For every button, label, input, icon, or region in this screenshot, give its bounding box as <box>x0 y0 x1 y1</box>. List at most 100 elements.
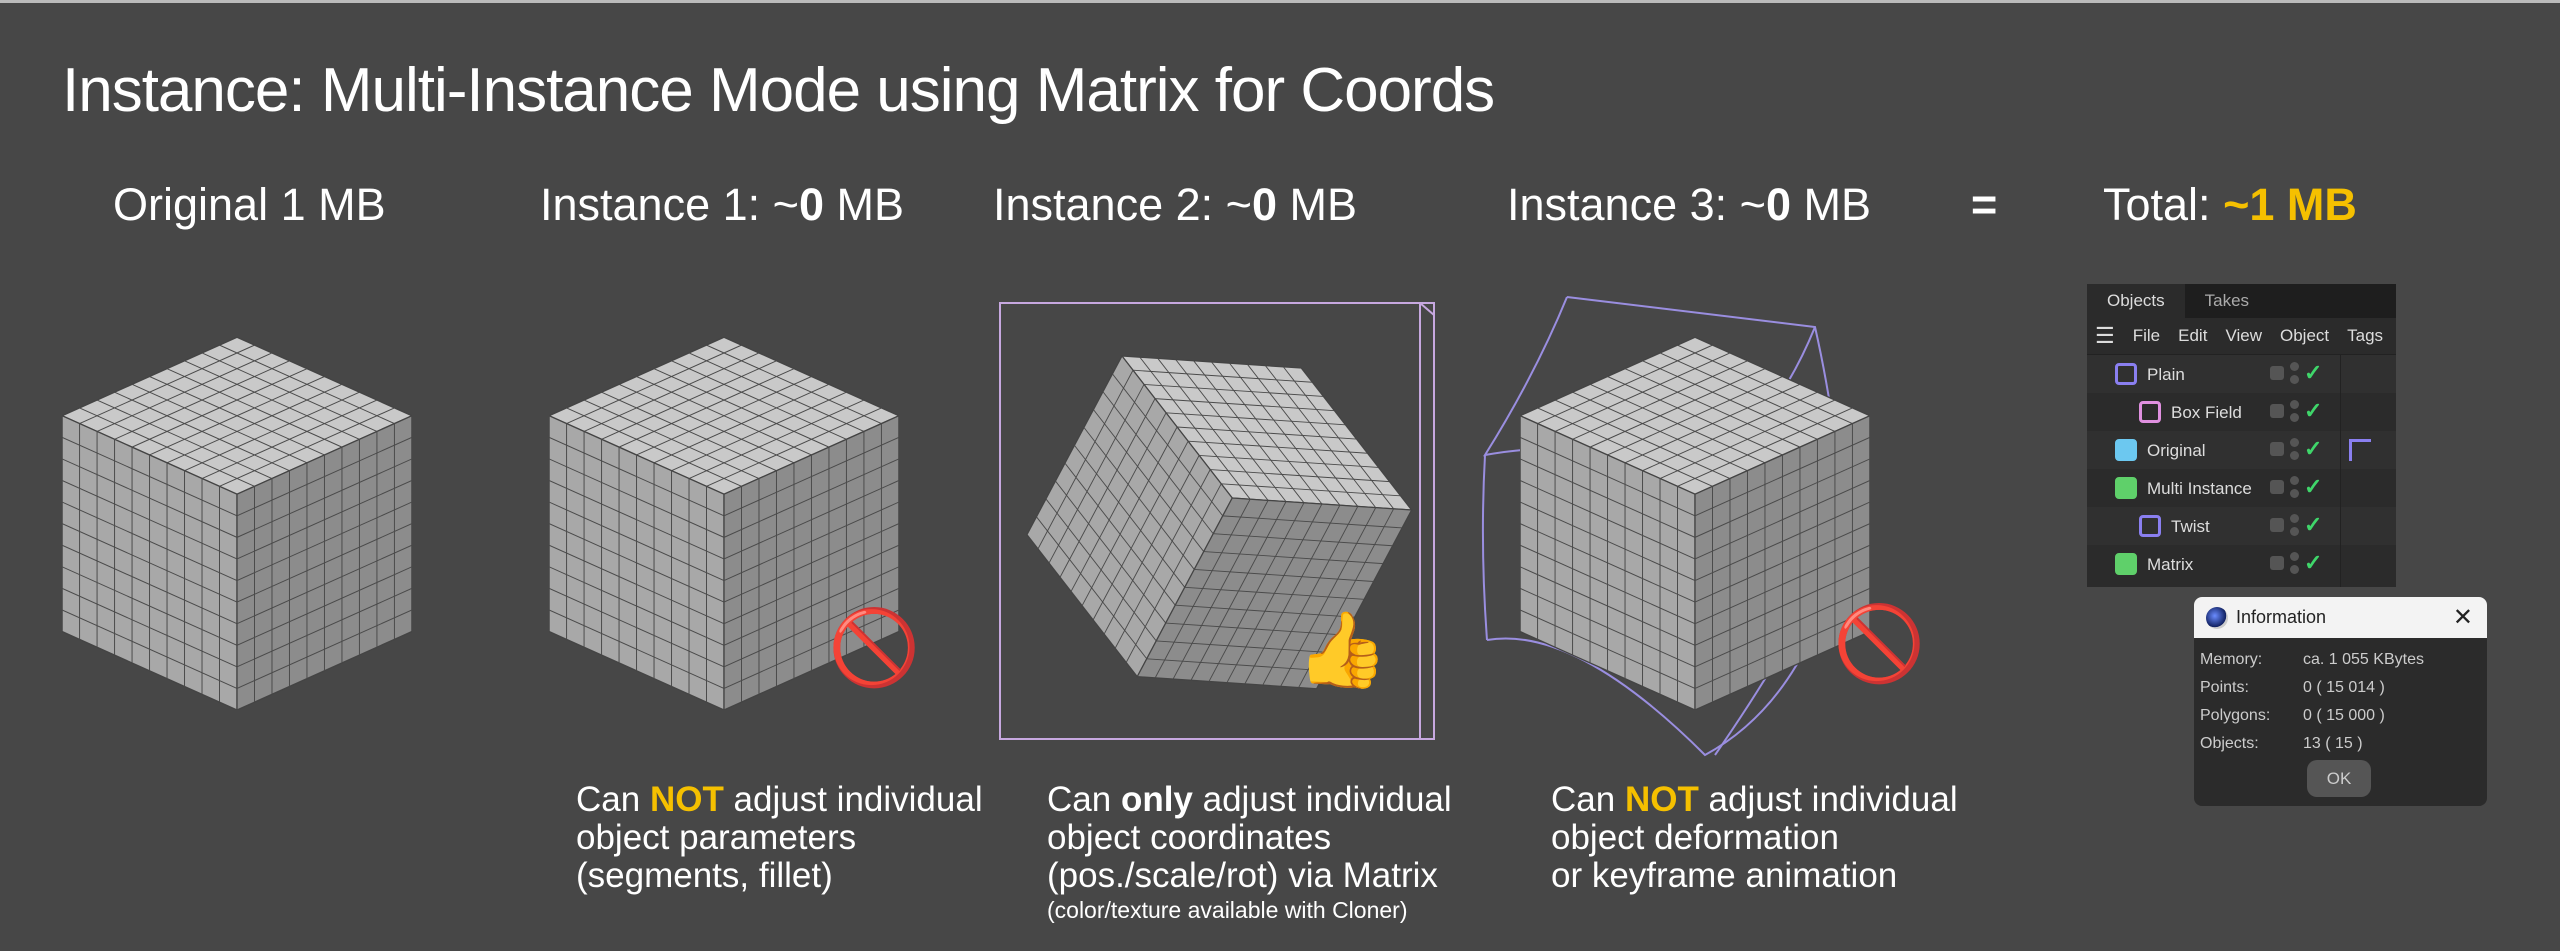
prohibited-icon: 🚫 <box>828 606 921 689</box>
caption-emphasis: NOT <box>1624 780 1699 819</box>
tab-objects[interactable]: Objects <box>2087 284 2185 318</box>
polygons-row: Polygons: 0 ( 15 000 ) <box>2194 702 2487 730</box>
editor-visibility-icon[interactable] <box>2270 556 2284 570</box>
grid-line <box>184 391 360 472</box>
total-value: ~1 MB <box>2223 179 2357 230</box>
grid-line <box>653 383 830 464</box>
grid-line <box>1175 604 1355 618</box>
render-visibility-dots-icon[interactable] <box>2290 400 2300 426</box>
object-row[interactable]: Matrix ✓ <box>2087 545 2396 583</box>
grid-line <box>601 391 777 472</box>
grid-line <box>114 391 290 472</box>
grid-line <box>1193 360 1305 504</box>
grid-line <box>1694 523 1870 603</box>
grid-line <box>62 544 238 625</box>
object-row[interactable]: Plain ✓ <box>2087 355 2396 393</box>
grid-line <box>1589 383 1766 464</box>
cube-icon <box>2115 439 2137 461</box>
grid-line <box>1607 376 1783 456</box>
grid-line <box>549 566 725 646</box>
enabled-check-icon[interactable]: ✓ <box>2304 512 2323 537</box>
thumbs-up-icon: 👍 <box>1296 608 1389 691</box>
dialog-title: Information <box>2236 607 2327 627</box>
menu-file[interactable]: File <box>2132 326 2161 345</box>
menu-tags[interactable]: Tags <box>2347 326 2384 345</box>
object-row[interactable]: Box Field ✓ <box>2087 393 2396 431</box>
grid-line <box>1139 356 1251 500</box>
matrix-icon <box>2115 553 2137 575</box>
enabled-check-icon[interactable]: ✓ <box>2304 436 2323 461</box>
render-visibility-dots-icon[interactable] <box>2290 476 2300 502</box>
label-text: Instance 2: ~ <box>993 179 1252 230</box>
equals-sign: = <box>1971 179 1998 230</box>
enabled-check-icon[interactable]: ✓ <box>2304 398 2323 423</box>
grid-line <box>1694 566 1870 646</box>
caption-instance-3: Can NOT adjust individual object deforma… <box>1551 781 1958 895</box>
object-name: Original <box>2147 441 2206 460</box>
object-name: Multi Instance <box>2147 479 2252 498</box>
editor-visibility-icon[interactable] <box>2270 442 2284 456</box>
grid-line <box>1677 407 1853 487</box>
caption-text: adjust individual <box>723 780 983 819</box>
render-visibility-dots-icon[interactable] <box>2290 514 2300 540</box>
caption-line: object deformation <box>1551 818 1839 857</box>
grid-line <box>1694 587 1870 668</box>
grid-line <box>236 587 412 668</box>
grid-line <box>688 399 865 479</box>
grid-line <box>1184 586 1365 600</box>
editor-visibility-icon[interactable] <box>2270 480 2284 494</box>
hamburger-menu-icon[interactable]: ☰ <box>2095 323 2115 348</box>
grid-line <box>1624 383 1801 464</box>
label-text: Total: <box>2103 179 2224 230</box>
grid-line <box>79 407 255 487</box>
menu-view[interactable]: View <box>2225 326 2262 345</box>
grid-line <box>1165 622 1346 636</box>
grid-line <box>62 587 238 668</box>
grid-line <box>723 566 899 646</box>
object-row[interactable]: Original ✓ <box>2087 431 2396 469</box>
render-visibility-dots-icon[interactable] <box>2290 362 2300 388</box>
grid-line <box>1045 498 1157 642</box>
polygons-value: 0 ( 15 000 ) <box>2303 707 2385 724</box>
tab-takes[interactable]: Takes <box>2204 291 2250 310</box>
grid-line <box>236 544 412 625</box>
caption-instance-1: Can NOT adjust individual object paramet… <box>576 781 983 895</box>
grid-line <box>1125 483 1222 663</box>
object-name: Plain <box>2147 365 2185 384</box>
grid-line <box>1074 445 1186 588</box>
render-visibility-dots-icon[interactable] <box>2290 552 2300 578</box>
phong-tag-icon[interactable] <box>2349 439 2371 461</box>
menu-edit[interactable]: Edit <box>2178 326 2208 345</box>
editor-visibility-icon[interactable] <box>2270 404 2284 418</box>
label-text: Original 1 MB <box>113 179 386 230</box>
close-icon[interactable]: ✕ <box>2452 604 2473 631</box>
grid-line <box>131 383 308 464</box>
grid-line <box>1064 462 1176 606</box>
caption-line: object coordinates <box>1047 818 1332 857</box>
grid-line <box>1694 609 1870 689</box>
label-text: Instance 1: ~ <box>540 179 799 230</box>
grid-line <box>236 609 412 689</box>
caption-emphasis: only <box>1120 780 1193 819</box>
grid-line <box>236 566 412 646</box>
grid-line <box>1520 544 1696 625</box>
editor-visibility-icon[interactable] <box>2270 366 2284 380</box>
editor-visibility-icon[interactable] <box>2270 518 2284 532</box>
grid-line <box>1520 587 1696 668</box>
caption-text: Can <box>1047 780 1121 819</box>
object-row[interactable]: Multi Instance ✓ <box>2087 469 2396 507</box>
label-original: Original 1 MB <box>113 179 386 231</box>
object-row[interactable]: Twist ✓ <box>2087 507 2396 545</box>
grid-line <box>723 587 899 668</box>
grid-line <box>1157 358 1269 501</box>
grid-line <box>1055 480 1167 624</box>
caption-line: (segments, fillet) <box>576 856 833 895</box>
enabled-check-icon[interactable]: ✓ <box>2304 474 2323 499</box>
render-visibility-dots-icon[interactable] <box>2290 438 2300 464</box>
grid-line <box>1114 469 1211 649</box>
bounding-box-instance-2 <box>999 302 1435 740</box>
enabled-check-icon[interactable]: ✓ <box>2304 550 2323 575</box>
ok-button[interactable]: OK <box>2307 760 2371 797</box>
menu-object[interactable]: Object <box>2279 326 2330 345</box>
enabled-check-icon[interactable]: ✓ <box>2304 360 2323 385</box>
